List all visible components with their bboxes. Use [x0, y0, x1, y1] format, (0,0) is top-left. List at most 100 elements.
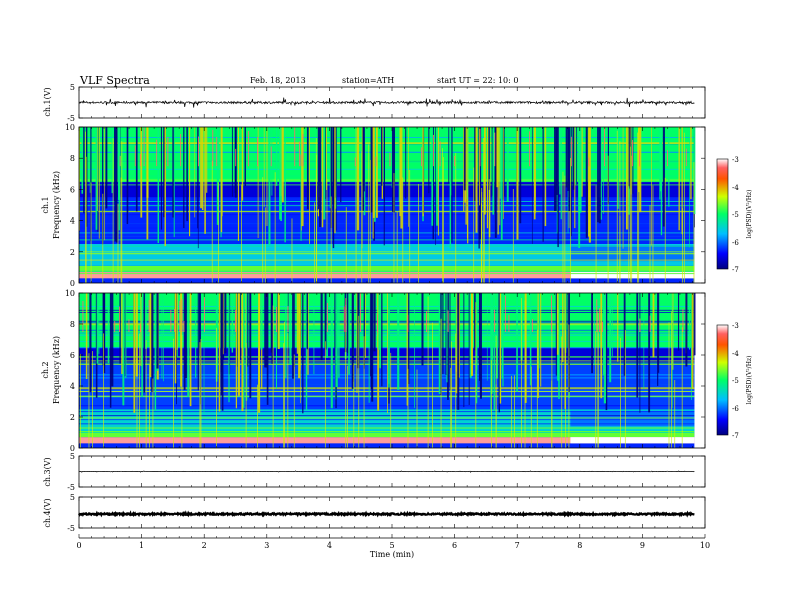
ch1-spec-spheric: [198, 136, 199, 167]
ch2-spec-spheric: [693, 293, 696, 356]
ch1-spec-spheric: [639, 150, 640, 167]
ch2-spec-spheric: [363, 336, 365, 448]
ch2-spec-spheric: [600, 293, 603, 399]
ch1-spec-spheric: [562, 171, 564, 283]
ch2-spec-ytick-label: 6: [70, 351, 75, 360]
ch2-spec-hline: [79, 312, 695, 313]
ch2-spec-hline: [79, 329, 695, 331]
ch1-spec-spheric: [370, 127, 373, 213]
ch2-spec-spheric: [671, 293, 674, 370]
ch2-spec-spheric: [514, 375, 515, 448]
ch1-spec-spheric: [439, 141, 441, 167]
ch2-spec-spheric: [486, 293, 488, 381]
ch1-spec-spheric: [324, 127, 326, 199]
ch1-spec-spheric: [317, 127, 320, 210]
ch2-spec-spheric: [235, 293, 238, 409]
ch2-spec-spheric: [498, 293, 500, 413]
ch2-spec-hline: [79, 393, 695, 394]
ch2-spec-spheric: [249, 293, 252, 399]
ch1-spec-spheric: [201, 127, 204, 210]
ch1-spec-spheric: [241, 184, 242, 283]
ch1-spec-hline: [79, 210, 695, 212]
ch2-spec-hline: [79, 362, 695, 364]
ch2-spec-spheric: [299, 293, 301, 371]
ch2-spec-spheric: [330, 293, 333, 409]
ch4-wave-trace: [78, 510, 695, 518]
ch1-colorbar-tick: -6: [732, 239, 739, 247]
ch2-spec-spheric: [358, 315, 360, 448]
ch2-spec-spheric: [156, 293, 159, 369]
ch1-spec-spheric: [483, 137, 485, 283]
ch1-spec-spheric: [500, 127, 503, 240]
ch2-spec-spheric: [449, 293, 451, 391]
ch1-spec-spheric: [274, 172, 276, 283]
ch1-spec-spheric: [554, 127, 557, 212]
ch1-spec-hline: [79, 273, 695, 275]
ch2-spec-spheric: [320, 293, 323, 361]
ch2-spec-spheric: [80, 353, 81, 448]
ch2-spec-spheric: [103, 293, 106, 374]
ch1-spec-spheric: [506, 127, 509, 203]
ch1-spec-spheric: [435, 127, 436, 246]
ch2-spec-spheric: [272, 305, 274, 448]
ch2-spec-spheric: [300, 293, 301, 404]
ch2-spec-spheric: [648, 293, 651, 413]
ch1-spec-spheric: [264, 207, 266, 283]
ch2-spec-spheric: [298, 293, 301, 379]
ch2-spec-spheric: [432, 322, 433, 448]
ch1-spec-spheric: [533, 127, 536, 220]
ch2-spec-hline: [79, 395, 695, 397]
ch1-spec-spheric: [275, 127, 278, 186]
ch1-spec-spheric: [479, 128, 481, 167]
ch2-spec-hline: [79, 391, 695, 393]
ch2-spec-spheric: [499, 293, 502, 404]
ch1-spec-spheric: [531, 127, 533, 244]
ch2-spec-spheric: [407, 314, 409, 332]
ch1-spec-spheric: [443, 157, 444, 283]
ch2-spec-spheric: [566, 293, 568, 358]
ch1-spec-spheric: [534, 127, 536, 214]
ch1-spec-spheric: [369, 159, 371, 283]
ch1-colorbar-tick: -7: [732, 266, 739, 274]
ch2-spec-spheric: [293, 354, 295, 448]
ch2-spec-spheric: [128, 319, 130, 332]
ch2-spec-spheric: [139, 333, 141, 448]
ch2-spec-spheric: [531, 319, 533, 332]
ch2-spec-spheric: [674, 380, 676, 448]
ch1-spec-spheric: [588, 157, 590, 167]
ch2-spec-spheric: [363, 293, 365, 369]
ch1-spec-spheric: [157, 127, 160, 244]
ch1-spec-spheric: [237, 127, 239, 241]
ch1-spec-spheric: [247, 130, 249, 167]
time-axis-tick-label: 3: [264, 541, 269, 550]
ch1-spec-spheric: [664, 177, 666, 283]
ch1-spec-spheric: [575, 127, 578, 185]
ch2-spec-spheric: [143, 293, 146, 393]
ch1-spec-spheric: [409, 169, 411, 283]
ch1-spec-spheric: [389, 152, 391, 167]
ch1-spectrogram-ylabel: Frequency (kHz): [52, 171, 61, 239]
ch1-spec-spheric: [156, 139, 158, 167]
ch2-spec-spheric: [643, 293, 645, 390]
ch2-spec-spheric: [636, 293, 639, 398]
ch2-spec-spheric: [82, 300, 84, 332]
ch2-spec-spheric: [141, 293, 143, 397]
ch2-spec-spheric: [277, 293, 280, 349]
ch2-spec-band-shift: [570, 437, 695, 444]
ch2-spec-spheric: [463, 293, 465, 408]
ch1-spec-spheric: [300, 127, 302, 241]
ch2-spec-spheric: [490, 293, 493, 394]
ch1-spec-spheric: [298, 141, 300, 167]
ch2-spec-spheric: [197, 293, 199, 391]
ch2-spec-spheric: [257, 384, 258, 448]
ch2-spec-hline: [79, 405, 695, 407]
ch2-spec-spheric: [347, 293, 349, 354]
ch1-spec-spheric: [529, 131, 530, 167]
ch4-wave-ytick-label: 5: [70, 493, 75, 502]
ch1-spec-spheric: [622, 127, 624, 249]
ch1-spec-spheric: [488, 127, 490, 190]
ch1-spec-spheric: [291, 218, 293, 283]
ch2-spec-spheric: [245, 343, 247, 448]
ch1-spec-spheric: [662, 127, 665, 227]
